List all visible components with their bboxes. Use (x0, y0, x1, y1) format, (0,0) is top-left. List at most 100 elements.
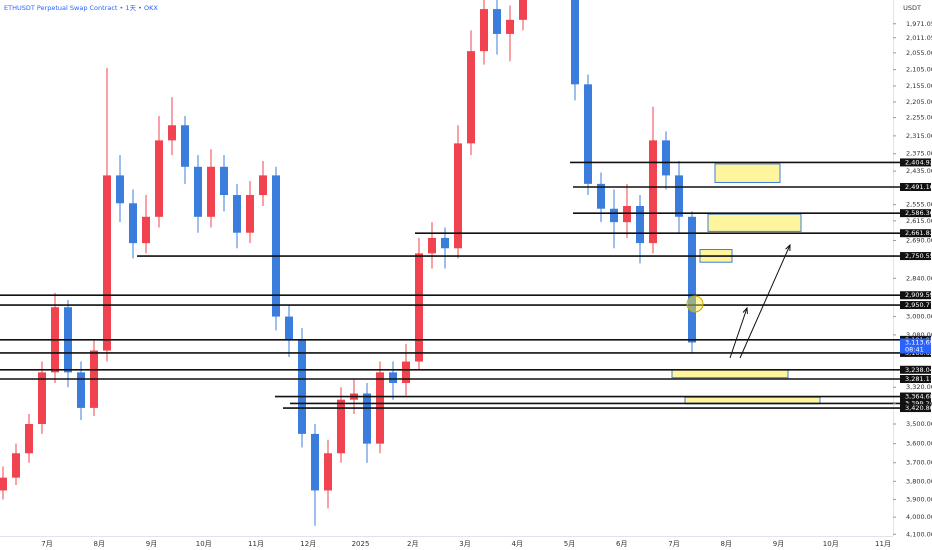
y-tick-label: 2,615.00 (906, 217, 932, 225)
y-tick-label: 2,205.00 (906, 98, 932, 106)
candle-body (441, 237, 449, 249)
level-tag (900, 374, 931, 383)
y-tick-label: 3,600.00 (906, 440, 932, 448)
candle-body (493, 9, 501, 34)
level-tag (900, 229, 931, 238)
y-tick-label: 2,555.00 (906, 201, 932, 209)
x-tick-label: 2月 (407, 540, 418, 548)
candle-body (675, 175, 683, 217)
x-tick-label: 2025 (352, 540, 370, 548)
level-tag (900, 291, 931, 300)
candle-body (597, 183, 605, 209)
x-tick-label: 5月 (564, 540, 575, 548)
candle-body (389, 372, 397, 383)
candle-body (415, 253, 423, 362)
arrow-line (729, 307, 748, 359)
candle-body (688, 216, 696, 343)
candle-body (636, 205, 644, 244)
y-tick-label: 2,055.00 (906, 49, 932, 57)
level-tag (900, 399, 931, 408)
arrow-head (742, 306, 748, 315)
level-label: 2,909.59 (905, 291, 932, 299)
level-label: 3,420.80 (905, 404, 932, 412)
y-tick-label: 3,900.00 (906, 495, 932, 503)
x-tick-label: 10月 (823, 540, 839, 548)
y-tick-label: 3,700.00 (906, 459, 932, 467)
zone-box (671, 369, 789, 379)
y-tick-label: 1,971.05 (906, 20, 932, 28)
candle-body (207, 166, 215, 217)
candle-body (38, 372, 46, 425)
x-tick-label: 7月 (41, 540, 52, 548)
x-tick-label: 4月 (512, 540, 523, 548)
x-tick-label: 10月 (196, 540, 212, 548)
candle-body (0, 477, 7, 491)
arrow-head (785, 243, 791, 252)
candle-body (77, 372, 85, 408)
level-label: 2,950.77 (905, 301, 932, 309)
y-tick-label: 2,255.00 (906, 114, 932, 122)
candle-body (233, 195, 241, 233)
x-tick-label: 8月 (94, 540, 105, 548)
candle-body (480, 9, 488, 52)
candle-body (129, 203, 137, 244)
annotations: 2,404.92 2,491.16 2,586.36 2,661.82 2,750.55… (0, 158, 932, 413)
level-label: 2,661.82 (905, 229, 932, 237)
level-tag (900, 392, 931, 401)
candle-body (519, 0, 527, 20)
candle-body (428, 237, 436, 254)
level-tag (900, 404, 931, 413)
y-tick-label: 3,000.00 (906, 313, 932, 321)
y-tick-label: 2,315.00 (906, 132, 932, 140)
y-tick-label: 3,800.00 (906, 477, 932, 485)
y-tick-label: 3,080.00 (906, 331, 932, 339)
level-label: 3,238.04 (905, 366, 932, 374)
candle-body (168, 125, 176, 141)
x-tick-label: 7月 (668, 540, 679, 548)
candle-body (142, 216, 150, 244)
x-tick-label: 9月 (773, 540, 784, 548)
currency-label: USDT (903, 4, 921, 12)
y-tick-label: 3,320.00 (906, 383, 932, 391)
level-tag (900, 252, 931, 261)
y-tick-label: 2,435.00 (906, 167, 932, 175)
level-tag (900, 365, 931, 374)
level-label: 2,491.16 (905, 183, 932, 191)
candle-body (506, 19, 514, 34)
candle-body (246, 195, 254, 233)
candle-body (571, 0, 579, 85)
y-tick-label: 2,375.00 (906, 150, 932, 158)
candle-body (12, 453, 20, 478)
y-tick-label: 4,100.00 (906, 530, 932, 538)
x-tick-label: 11月 (875, 540, 891, 548)
level-tag (900, 209, 931, 218)
candle-body (298, 339, 306, 434)
level-label: 2,586.36 (905, 209, 932, 217)
candle-body (259, 175, 267, 196)
candle-body (649, 140, 657, 244)
level-label: 3,281.11 (905, 375, 932, 383)
candle-body (337, 399, 345, 454)
candle-body (116, 175, 124, 204)
candle-body (155, 140, 163, 217)
candle-body (25, 424, 33, 454)
level-tag (900, 158, 931, 167)
level-label: 2,750.55 (905, 252, 932, 260)
zone-box (714, 163, 781, 183)
candle-body (363, 393, 371, 444)
candle-body (623, 205, 631, 223)
candle-body (194, 166, 202, 217)
last-price-label: 3,113.69 (905, 338, 932, 346)
candle-body (454, 143, 462, 249)
x-tick-label: 9月 (146, 540, 157, 548)
level-tag (900, 301, 931, 310)
level-label: 3,398.24 (905, 399, 932, 407)
y-tick-label: 2,011.05 (906, 34, 932, 42)
candle-body (311, 433, 319, 491)
candle-body (662, 140, 670, 176)
candle-body (467, 51, 475, 144)
candle-body (181, 125, 189, 167)
countdown: 08:41 (905, 345, 924, 353)
candle-body (324, 453, 332, 491)
